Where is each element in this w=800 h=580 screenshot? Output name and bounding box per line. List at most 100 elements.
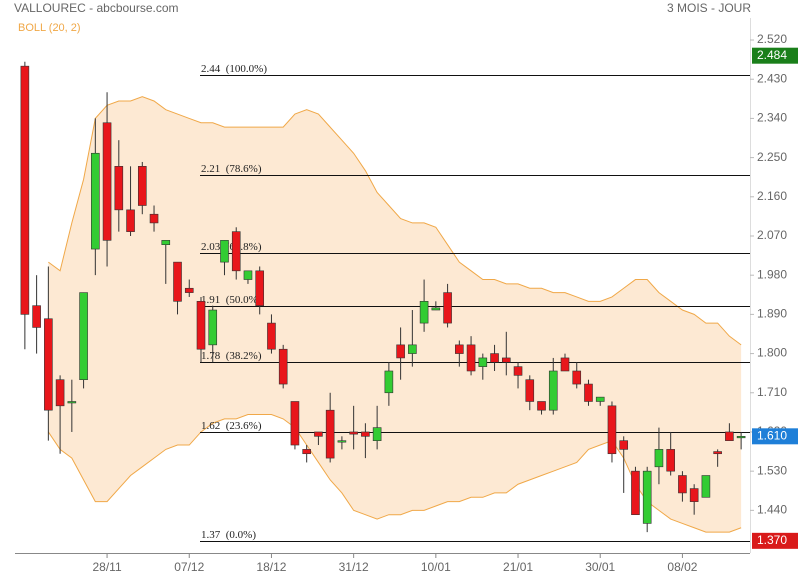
candle-body	[79, 292, 88, 381]
candle-body	[678, 475, 687, 494]
candle-body	[548, 370, 558, 411]
indicator-label: BOLL (20, 2)	[18, 22, 81, 34]
candle-body	[537, 401, 546, 411]
candle-body	[631, 470, 640, 516]
price-badge	[752, 47, 798, 64]
candle-body	[32, 305, 41, 328]
x-tick-label: 07/12	[174, 560, 204, 574]
candle-body	[243, 270, 253, 280]
price-badge	[752, 428, 798, 445]
candle-body	[501, 357, 511, 363]
candle-body	[102, 122, 112, 241]
candle-body	[278, 348, 288, 385]
candle-body	[572, 370, 582, 385]
x-tick-label: 10/01	[421, 560, 451, 574]
fib-label: 2.44 (100.0%)	[201, 63, 267, 75]
candle-body	[642, 470, 652, 524]
candle-body	[525, 379, 535, 402]
candle-body	[689, 488, 699, 502]
candle-body	[302, 449, 311, 455]
candle-body	[325, 409, 335, 459]
candle-body	[91, 152, 100, 250]
fib-label: 2.21 (78.6%)	[201, 163, 262, 175]
candle-body	[443, 292, 452, 324]
y-tick-label: 2.340	[757, 111, 787, 125]
candle-body	[419, 301, 429, 324]
candle-body	[349, 431, 358, 435]
x-tick-label: 18/12	[256, 560, 286, 574]
fib-label: 1.62 (23.6%)	[201, 420, 262, 432]
candle-body	[44, 318, 53, 411]
candle-body	[396, 344, 405, 359]
candle-body	[713, 451, 722, 455]
candle-body	[736, 436, 746, 439]
candle-body	[490, 353, 499, 363]
x-tick-label: 08/02	[667, 560, 697, 574]
candle-body	[255, 270, 265, 306]
fib-label: 1.37 (0.0%)	[201, 529, 256, 541]
candle-body	[408, 344, 417, 354]
y-tick-label: 2.430	[757, 71, 787, 85]
candle-body	[55, 379, 65, 407]
y-tick-label: 2.070	[757, 228, 787, 242]
y-tick-label: 1.890	[757, 307, 787, 321]
y-tick-label: 2.250	[757, 150, 787, 164]
candle-body	[114, 166, 124, 211]
fib-label: 1.78 (38.2%)	[201, 350, 262, 362]
y-tick-label: 1.530	[757, 463, 787, 477]
x-tick-label: 28/11	[92, 560, 121, 574]
y-tick-label: 1.800	[757, 346, 787, 360]
candle-body	[666, 449, 675, 472]
candle-body	[725, 431, 734, 441]
candle-body	[584, 383, 593, 402]
candle-body	[431, 307, 441, 311]
candle-body	[595, 396, 605, 402]
candle-body	[372, 427, 382, 441]
y-tick-label: 2.520	[757, 32, 787, 46]
candle-body	[149, 213, 159, 224]
candle-body	[67, 401, 77, 404]
band-upper	[48, 96, 742, 346]
candle-body	[231, 231, 241, 272]
candle-body	[126, 209, 135, 232]
x-tick-label: 31/12	[339, 560, 369, 574]
candle-body	[196, 301, 206, 350]
price-badge-label: 2.484	[757, 48, 787, 62]
candle-body	[220, 240, 229, 263]
chart-title: VALLOUREC - abcbourse.com	[14, 1, 179, 15]
candle-body	[619, 440, 629, 450]
fib-label: 1.91 (50.0%)	[201, 294, 262, 306]
price-badge-label: 1.370	[757, 533, 787, 547]
candle-body	[137, 166, 147, 206]
candle-body	[455, 344, 464, 354]
candle-body	[701, 475, 711, 498]
band-lower	[47, 414, 742, 533]
price-badge	[752, 532, 798, 549]
candle-body	[478, 357, 488, 367]
candle-body	[290, 401, 300, 446]
x-tick-label: 30/01	[585, 560, 615, 574]
period-label: 3 MOIS - JOUR	[667, 1, 751, 15]
candle-body	[361, 431, 370, 437]
fib-label: 2.03 (61.8%)	[201, 241, 262, 253]
y-tick-label: 1.440	[757, 503, 787, 517]
candle-body	[267, 322, 276, 350]
y-tick-label: 1.710	[757, 385, 787, 399]
candle-body	[607, 405, 617, 455]
price-badge-label: 1.610	[757, 428, 787, 442]
candle-body	[654, 449, 664, 468]
candle-body	[173, 261, 182, 302]
y-tick-label: 2.160	[757, 189, 787, 203]
candle-body	[384, 370, 394, 394]
candle-body	[337, 440, 347, 443]
candle-body	[20, 65, 30, 315]
candle-body	[161, 240, 171, 246]
candle-body	[513, 366, 523, 376]
candle-body	[466, 344, 476, 372]
band-fill	[48, 96, 742, 533]
candle-body	[208, 309, 218, 346]
candle-body	[184, 287, 194, 293]
candle-body	[560, 357, 570, 372]
y-tick-label: 1.980	[757, 267, 787, 281]
